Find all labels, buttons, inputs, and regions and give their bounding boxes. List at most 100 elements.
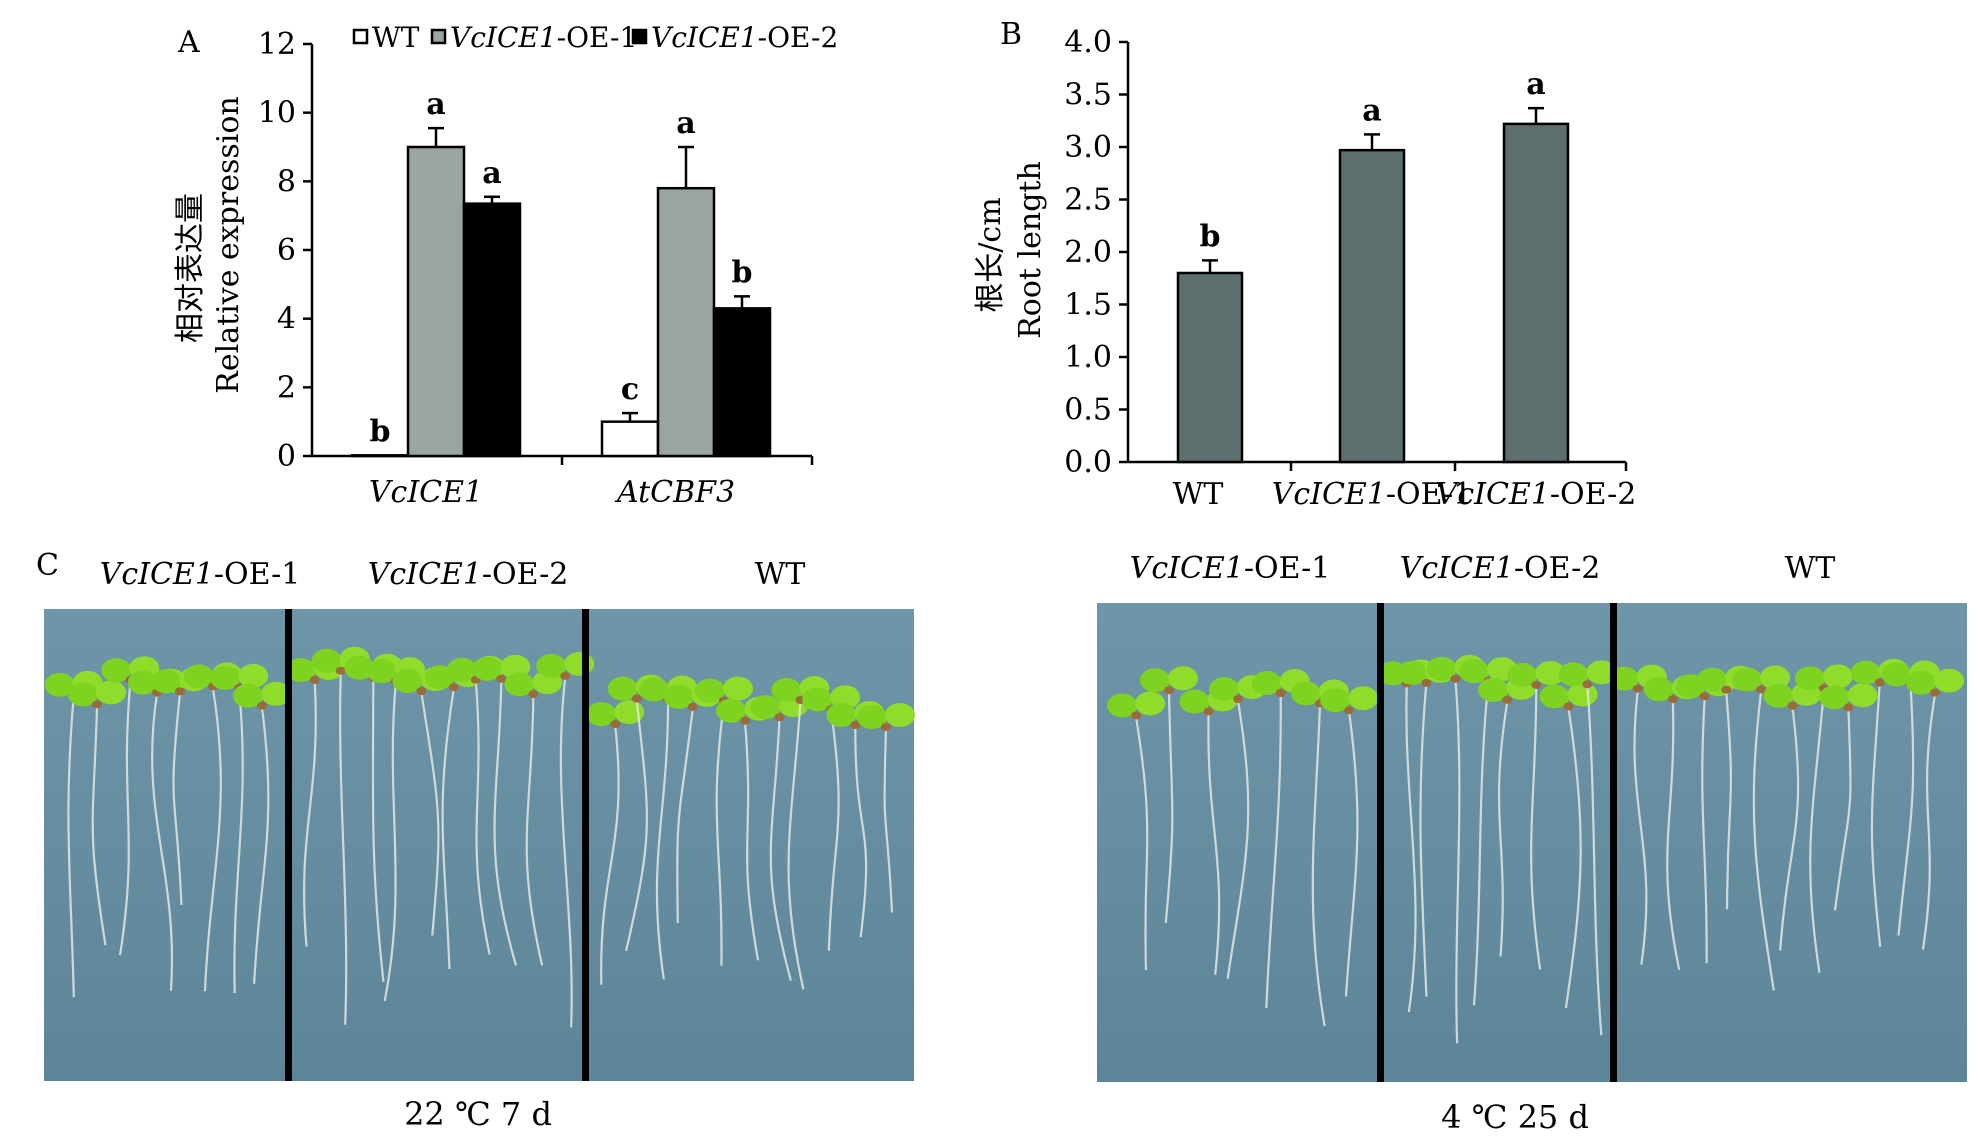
- photo-right-condition: 4 ℃ 25 d: [1441, 1098, 1589, 1136]
- seedling-root: [151, 694, 174, 991]
- seedling-root: [1725, 691, 1733, 910]
- chart-a-y-tick-label: 0: [277, 439, 296, 474]
- chart-a-category-label: VcICE1: [369, 475, 483, 510]
- chart-b-root-length: 根长/cm Root length 0.0 0.5 1.0 1.5 2.0 2.5 3.0 3…: [973, 25, 1636, 512]
- chart-a-sig-label: c: [621, 372, 639, 407]
- seedling-root: [769, 719, 792, 981]
- chart-b-y-tick-label: 0.5: [1064, 393, 1112, 428]
- chart-b-bar: [1176, 271, 1244, 464]
- seedling-hypocotyl: [880, 723, 891, 732]
- seedling-hypocotyl: [1450, 674, 1461, 683]
- seedling-leaf: [1179, 689, 1210, 714]
- legend-label: VcICE1-OE-2: [651, 21, 838, 54]
- chart-a-sig-label: a: [676, 106, 695, 141]
- photo-left-label-oe1: VcICE1-OE-1: [100, 557, 301, 592]
- seedling-root: [600, 725, 620, 985]
- chart-b-sig-label: a: [1526, 67, 1545, 102]
- seedling-leaf: [1459, 659, 1490, 684]
- seedling-hypocotyl: [1930, 688, 1941, 697]
- legend-label: WT: [372, 21, 420, 54]
- seedling-root: [854, 726, 868, 938]
- seedling-root: [1135, 717, 1149, 971]
- seedling-root: [1405, 685, 1417, 1013]
- seedling-leaf: [261, 681, 292, 706]
- seedling-hypocotyl: [610, 720, 621, 729]
- seedling-hypocotyl: [257, 701, 268, 710]
- seedling-leaf: [1819, 685, 1850, 710]
- photo-left-divider-2: [582, 609, 589, 1081]
- seedling-leaf: [663, 684, 694, 709]
- seedling-root: [1779, 707, 1800, 951]
- chart-a-y-tick-label: 12: [258, 27, 296, 62]
- seedling-root: [1870, 684, 1882, 948]
- legend-label: VcICE1-OE-1: [450, 21, 637, 54]
- seedling-root: [1921, 694, 1937, 950]
- seedling-leaf: [884, 703, 915, 728]
- chart-b-y-tick-label: 3.0: [1064, 130, 1112, 165]
- seedling-root: [1752, 691, 1775, 991]
- seedling-hypocotyl: [528, 690, 539, 699]
- seedling-leaf: [1135, 691, 1166, 716]
- seedling-leaf: [392, 668, 423, 693]
- seedling-leaf: [1535, 660, 1566, 685]
- seedling-root: [743, 722, 760, 961]
- seedling-hypocotyl: [631, 694, 642, 703]
- photo-panel-4c: VcICE1-OE-1 VcICE1-OE-2 WT 4 ℃ 25 d: [1097, 551, 1967, 1136]
- seedling-leaf: [1881, 662, 1912, 687]
- seedling-leaf: [1850, 660, 1881, 685]
- chart-b-bar: [1502, 122, 1570, 464]
- chart-b-y-tick-label: 0.0: [1064, 445, 1112, 480]
- chart-b-y-tick-label: 3.5: [1064, 78, 1112, 113]
- panel-letter-b: B: [1000, 17, 1022, 52]
- seedling-hypocotyl: [174, 687, 185, 696]
- seedling-root: [1633, 690, 1648, 965]
- seedling-root: [339, 672, 348, 1025]
- seedling-root: [253, 707, 270, 984]
- seedling-root: [1897, 686, 1915, 936]
- seedling-hypocotyl: [1131, 711, 1142, 720]
- seedling-hypocotyl: [687, 702, 698, 711]
- seedling-root: [383, 683, 397, 1002]
- photo-right-divider-1: [1377, 603, 1384, 1082]
- seedling-hypocotyl: [1582, 680, 1593, 689]
- seedling-hypocotyl: [92, 700, 103, 709]
- chart-a-bar: [712, 307, 772, 458]
- chart-a-y-tick-label: 2: [277, 370, 296, 405]
- seedling-root: [1454, 680, 1461, 1044]
- seedling-leaf: [722, 676, 753, 701]
- seedling-hypocotyl: [1721, 685, 1732, 694]
- seedling-root: [203, 688, 222, 992]
- legend-swatch: [631, 28, 648, 45]
- seedling-leaf: [639, 677, 670, 702]
- seedling-leaf: [238, 663, 269, 688]
- chart-a-bar: [462, 202, 522, 458]
- photo-right-label-wt: WT: [1785, 551, 1836, 586]
- seedling-leaf: [826, 702, 857, 727]
- seedling-root: [118, 682, 132, 956]
- seedling-leaf: [1732, 667, 1763, 692]
- panel-letter-a: A: [177, 25, 200, 60]
- seedling-root: [172, 693, 183, 905]
- seedling-leaf: [1697, 667, 1728, 692]
- chart-b-ylabel-cn: 根长/cm: [973, 197, 1008, 312]
- seedling-leaf: [694, 678, 725, 703]
- seedling-leaf: [1348, 686, 1379, 711]
- chart-b-category-label: VcICE1-OE-2: [1436, 477, 1637, 512]
- seedling-hypocotyl: [1203, 707, 1214, 716]
- legend-swatch: [430, 28, 447, 45]
- seedling-hypocotyl: [1502, 695, 1513, 704]
- chart-b-ylabel: Root length: [1013, 161, 1048, 339]
- seedling-leaf: [1558, 662, 1589, 687]
- seedling-leaf: [1539, 684, 1570, 709]
- seedling-hypocotyl: [1233, 695, 1244, 704]
- seedling-leaf: [446, 657, 477, 682]
- seedling-hypocotyl: [1756, 685, 1767, 694]
- seedling-hypocotyl: [1632, 684, 1643, 693]
- seedling-leaf: [210, 665, 241, 690]
- seedling-leaf: [504, 672, 535, 697]
- seedling-root: [1701, 698, 1708, 964]
- seedling-leaf: [1847, 683, 1878, 708]
- seedling-leaf: [607, 676, 638, 701]
- seedling-hypocotyl: [560, 671, 571, 680]
